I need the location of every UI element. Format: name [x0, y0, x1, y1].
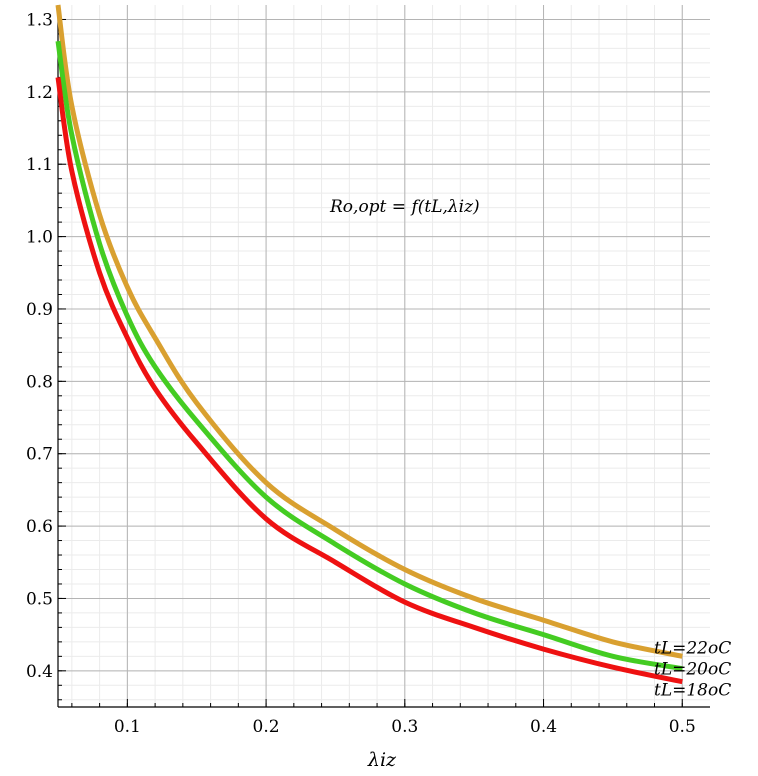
x-axis-label: λiz	[367, 749, 397, 771]
x-tick-label: 0.2	[253, 717, 280, 737]
grid	[58, 5, 710, 707]
y-tick-label: 1.1	[26, 155, 53, 175]
y-tick-label: 0.8	[26, 372, 53, 392]
series-lines	[55, 4, 683, 685]
x-tick-label: 0.3	[391, 717, 418, 737]
x-tick-label: 0.4	[530, 717, 557, 737]
series-label-0: tL=22oC	[654, 638, 731, 658]
y-tick-label: 0.9	[26, 300, 53, 320]
x-tick-label: 0.5	[669, 717, 696, 737]
x-tick-labels: 0.1 0.2 0.3 0.4 0.5	[114, 717, 696, 737]
y-tick-label: 0.6	[26, 517, 53, 537]
series-label-2: tL=18oC	[654, 681, 731, 701]
series-line-2	[55, 77, 683, 685]
series-line-0	[55, 4, 683, 659]
y-tick-label: 0.7	[26, 445, 53, 465]
y-tick-label: 0.4	[26, 662, 53, 682]
y-tick-labels: 0.4 0.5 0.6 0.7 0.8 0.9 1.0 1.1 1.2 1.3	[26, 10, 53, 681]
y-tick-label: 1.3	[26, 10, 53, 30]
series-line-1	[55, 40, 683, 672]
y-tick-label: 1.2	[26, 83, 53, 103]
y-tick-label: 1.0	[26, 228, 53, 248]
x-tick-label: 0.1	[114, 717, 141, 737]
series-label-1: tL=20oC	[654, 660, 731, 680]
axes	[57, 5, 710, 708]
y-tick-label: 0.5	[26, 589, 53, 609]
annotation: Ro,opt = f(tL,λiz)	[329, 197, 480, 217]
